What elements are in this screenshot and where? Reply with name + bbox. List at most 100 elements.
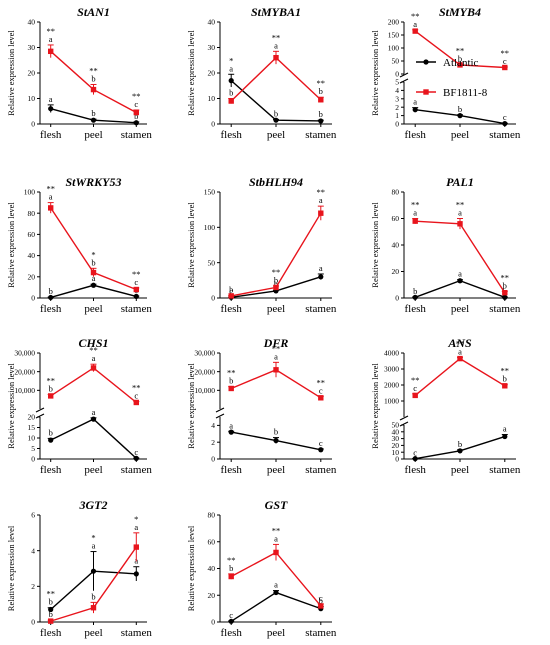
y-tick-label: 80 [208, 511, 216, 520]
x-tick-label: flesh [221, 303, 243, 315]
data-point [412, 392, 418, 399]
significance-label: b [91, 591, 95, 601]
significance-label: a [274, 580, 278, 590]
significance-label: b [274, 279, 278, 289]
significance-label: c [503, 112, 507, 122]
y-tick-label: 0 [31, 294, 35, 303]
y-tick-label: 50 [208, 258, 216, 267]
x-tick-label: peel [451, 129, 469, 141]
series-bf1811-8: bb**a** [228, 187, 325, 299]
y-tick-label: 1000 [384, 397, 399, 406]
x-tick-label: peel [84, 464, 102, 476]
significance-label: b [229, 88, 233, 98]
significance-label: ** [456, 338, 465, 348]
data-point [318, 447, 324, 453]
panel-pal1: PAL1 Relative expression level 0 20 40 60 80 fl… [370, 175, 521, 315]
series-atlantic: a* b b [228, 55, 324, 124]
y-tick-label: 40 [208, 18, 216, 27]
y-tick-label: 200 [388, 18, 400, 27]
x-tick-label: stamen [489, 464, 521, 476]
y-tick-label: 60 [392, 214, 400, 223]
panel-stwrky53: StWRKY53 Relative expression level 0 20 40 60… [6, 175, 152, 315]
data-point [318, 97, 324, 103]
series-atlantic: c a b [228, 580, 324, 624]
data-point [502, 433, 508, 440]
significance-label: ** [89, 65, 98, 75]
significance-label: * [91, 249, 95, 259]
axis-break-mark [215, 413, 225, 419]
significance-label: b [91, 108, 95, 118]
data-point [133, 120, 139, 126]
data-point [412, 294, 418, 300]
significance-label: a [92, 541, 96, 551]
y-tick-label: 3000 [384, 365, 399, 374]
panel-title: StMYBA1 [251, 5, 301, 19]
significance-label: a [134, 522, 138, 532]
y-tick-label: 150 [388, 31, 400, 40]
data-point [273, 284, 279, 291]
significance-label: b [229, 285, 233, 295]
data-point [273, 437, 279, 444]
data-point [502, 294, 508, 300]
significance-label: c [319, 593, 323, 603]
panel-stbhlh94: StbHLH94 Relative expression level 0 50 100 1… [186, 175, 337, 315]
significance-label: a [49, 94, 53, 104]
y-tick-label: 30 [208, 43, 216, 52]
significance-label: ** [272, 267, 281, 277]
significance-label: b [458, 53, 462, 63]
y-tick-label: 2000 [384, 381, 399, 390]
significance-label: ** [501, 48, 510, 58]
data-point [48, 205, 54, 211]
significance-label: b [274, 275, 278, 285]
significance-label: c [413, 447, 417, 457]
series-line [50, 367, 137, 404]
data-point [273, 117, 279, 123]
significance-label: a [413, 97, 417, 107]
y-tick-label: 2 [395, 103, 399, 112]
y-tick-label: 40 [392, 427, 400, 436]
y-tick-label: 0 [395, 70, 399, 79]
axis-break-mark [215, 407, 225, 413]
data-point [318, 603, 324, 609]
series-line [230, 56, 322, 102]
data-point [273, 367, 279, 373]
series-atlantic: cba [228, 263, 324, 300]
panel-title: ANS [447, 336, 472, 350]
x-tick-label: flesh [40, 464, 62, 476]
data-point [457, 62, 463, 68]
y-tick-label: 0 [395, 455, 399, 464]
data-point [133, 455, 139, 461]
panel-title: StbHLH94 [249, 175, 303, 189]
series-atlantic: b a c [47, 273, 140, 301]
data-point [133, 293, 139, 300]
y-tick-label: 10,000 [194, 386, 215, 395]
data-point [133, 571, 139, 577]
significance-label: c [319, 385, 323, 395]
data-point [48, 618, 54, 624]
data-point [90, 282, 97, 288]
y-tick-label: 0 [395, 294, 399, 303]
y-tick-label: 20 [208, 69, 216, 78]
y-tick-label: 80 [28, 209, 36, 218]
data-point [133, 286, 139, 293]
data-point [48, 48, 54, 55]
x-tick-label: peel [84, 627, 102, 639]
significance-label: c [134, 99, 138, 109]
series-bf1811-8: ba**b** [228, 32, 325, 104]
y-axis-label: Relative expression level [370, 202, 380, 288]
x-tick-label: flesh [405, 303, 427, 315]
y-tick-label: 2 [31, 582, 35, 591]
x-tick-label: flesh [40, 627, 62, 639]
significance-label: ** [227, 368, 236, 378]
x-tick-label: stamen [489, 303, 521, 315]
significance-label: a [274, 40, 278, 50]
data-point [502, 383, 508, 389]
data-point [48, 393, 54, 399]
significance-label: a [229, 420, 233, 430]
legend-marker [423, 89, 429, 95]
significance-label: a [49, 34, 53, 44]
significance-label: b [134, 111, 138, 121]
significance-label: ** [272, 343, 281, 353]
significance-label: a [92, 407, 96, 417]
